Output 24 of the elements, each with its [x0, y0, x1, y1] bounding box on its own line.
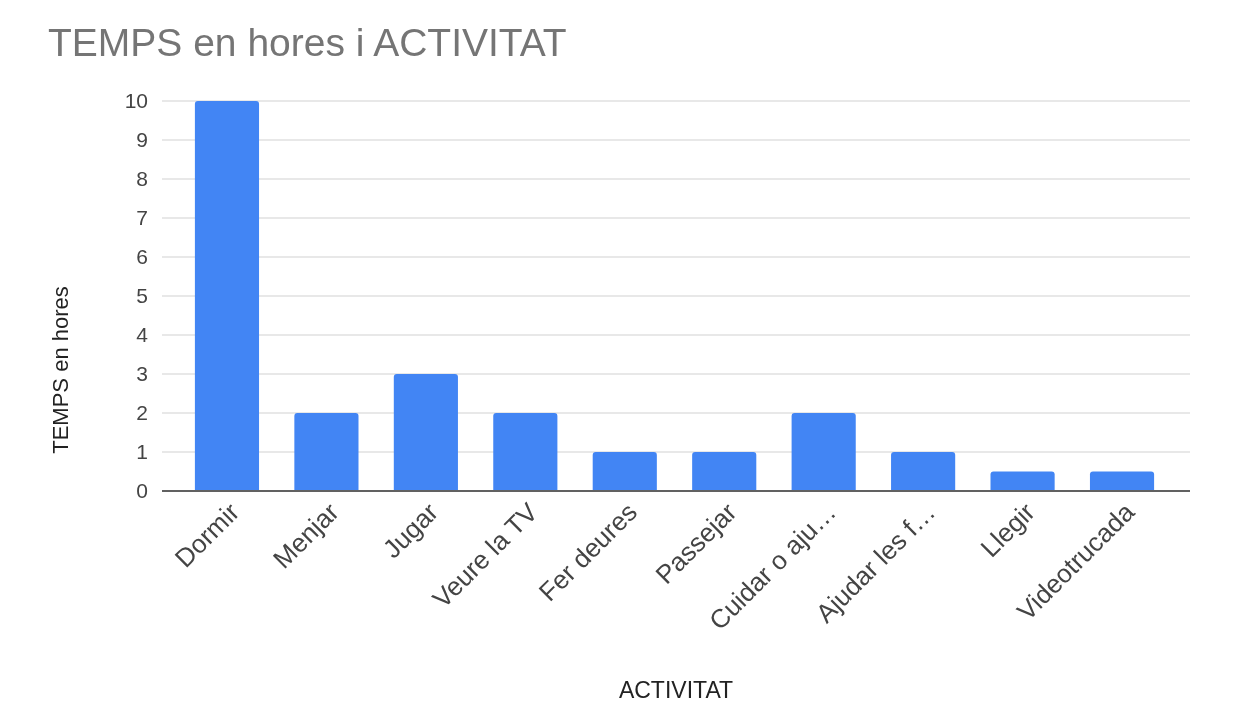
bar	[592, 452, 657, 491]
bar	[1089, 471, 1155, 491]
chart-title: TEMPS en hores i ACTIVITAT	[48, 21, 567, 64]
y-tick-label: 7	[136, 206, 148, 230]
y-tick-label: 9	[136, 128, 148, 152]
y-tick-label: 6	[136, 245, 148, 269]
bar	[493, 413, 558, 491]
bar	[791, 413, 856, 491]
y-tick-label: 10	[124, 89, 148, 113]
bar	[692, 452, 757, 491]
y-tick-label: 3	[136, 362, 148, 386]
y-axis-title: TEMPS en hores	[48, 286, 73, 454]
bar	[194, 101, 260, 491]
bar	[891, 452, 956, 491]
x-axis-title: ACTIVITAT	[618, 677, 734, 703]
y-tick-label: 5	[136, 284, 148, 308]
y-tick-label: 8	[136, 167, 148, 191]
bar	[294, 413, 359, 491]
bar	[990, 471, 1055, 491]
y-tick-label: 2	[136, 401, 148, 425]
y-tick-label: 0	[136, 479, 148, 503]
y-tick-label: 1	[136, 440, 148, 464]
y-tick-label: 4	[136, 323, 149, 347]
bar	[393, 374, 458, 491]
